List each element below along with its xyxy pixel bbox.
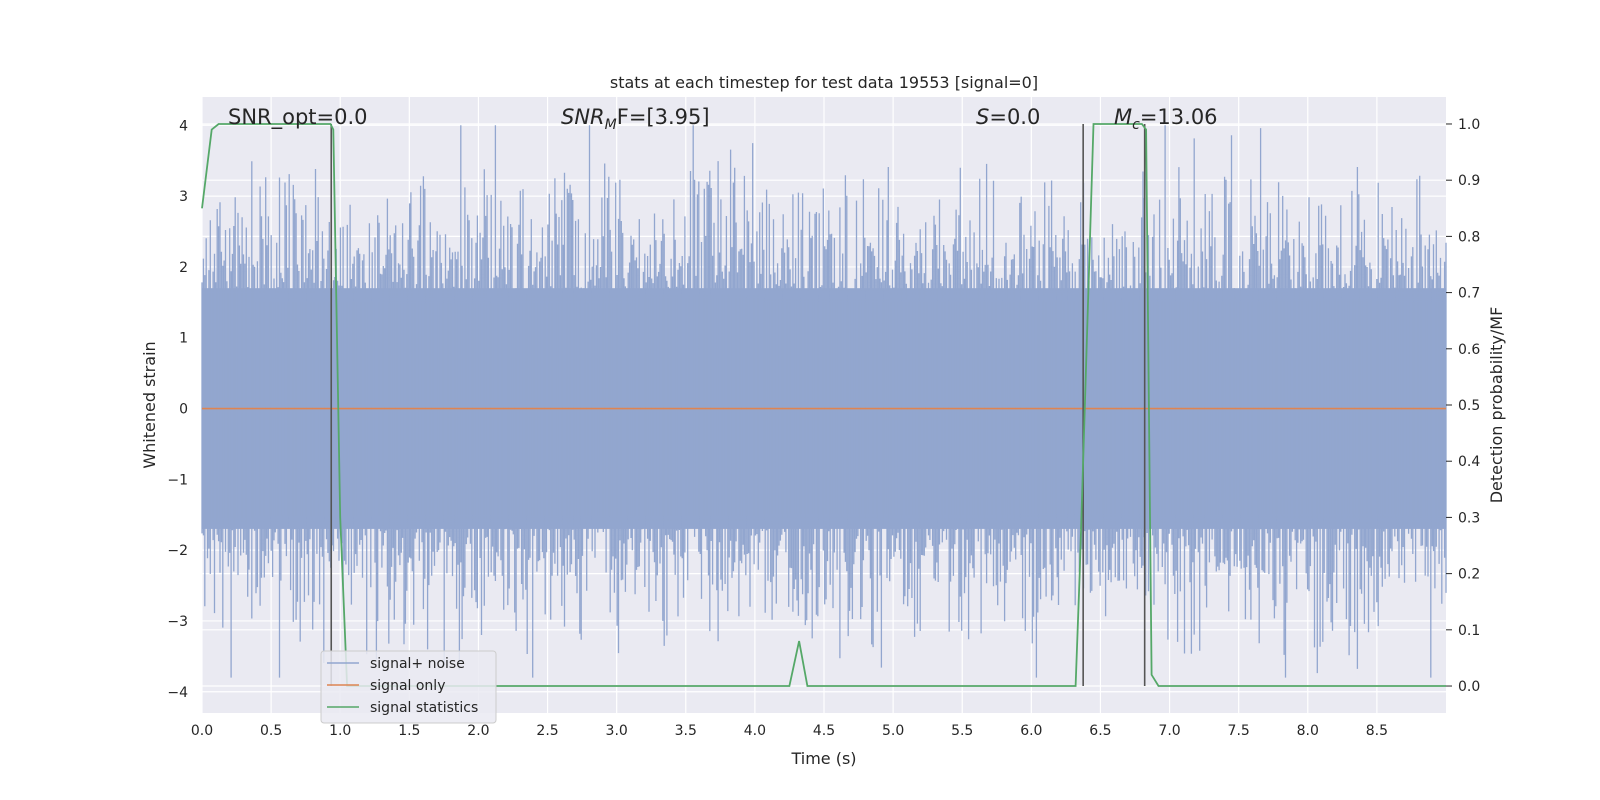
y-right-tick-label: 0.6 [1458, 342, 1480, 358]
annotation-s-rest: =0.0 [989, 105, 1040, 129]
annotation-s: S=0.0 [976, 105, 1040, 129]
x-tick-label: 1.0 [329, 723, 351, 739]
x-tick-label: 3.5 [675, 723, 697, 739]
y-right-tick-label: 0.8 [1458, 229, 1480, 245]
y-right-tick-label: 0.9 [1458, 173, 1480, 189]
y-tick-label: −2 [167, 543, 188, 559]
annotation-mc-main: M [1114, 105, 1132, 129]
annotation-mc-rest: =13.06 [1140, 105, 1218, 129]
y-right-tick-label: 0.1 [1458, 623, 1480, 639]
y-tick-label: 0 [179, 402, 188, 418]
annotation-s-main: S [976, 105, 989, 129]
annotation-snr-mf-main: SNR [561, 105, 605, 129]
chart-marks [201, 123, 1446, 687]
x-axis-label: Time (s) [790, 749, 856, 768]
y-tick-label: 1 [179, 331, 188, 347]
legend-label-signal-noise: signal+ noise [370, 656, 465, 672]
x-tick-label: 0.5 [260, 723, 282, 739]
x-tick-label: 0.0 [191, 723, 213, 739]
y-right-tick-label: 0.0 [1458, 679, 1480, 695]
annotation-snr-mf: SNRMF=[3.95] [561, 105, 710, 133]
x-tick-label: 5.5 [951, 723, 973, 739]
x-tick-label: 3.0 [606, 723, 628, 739]
x-tick-label: 4.5 [813, 723, 835, 739]
annotation-mc: Mc=13.06 [1114, 105, 1218, 133]
legend: signal+ noise signal only signal statist… [320, 650, 497, 724]
legend-label-signal-statistics: signal statistics [370, 700, 478, 716]
y-tick-label: 2 [179, 260, 188, 276]
y-right-tick-label: 0.4 [1458, 454, 1480, 470]
y-right-tick-label: 0.7 [1458, 286, 1480, 302]
legend-label-signal-only: signal only [370, 678, 445, 694]
x-tick-label: 7.5 [1228, 723, 1250, 739]
y-tick-label: −4 [167, 685, 188, 701]
x-tick-label: 4.0 [744, 723, 766, 739]
legend-box [320, 650, 497, 724]
x-tick-label: 7.0 [1158, 723, 1180, 739]
series-signal-statistics [201, 123, 1446, 687]
annotation-snr-opt: SNR_opt=0.0 [228, 105, 368, 130]
x-tick-label: 6.5 [1089, 723, 1111, 739]
y-axis-label: Whitened strain [140, 341, 159, 468]
chart-title: stats at each timestep for test data 195… [610, 73, 1038, 92]
y-tick-label: 4 [179, 118, 188, 134]
y-right-tick-label: 0.5 [1458, 398, 1480, 414]
y-tick-label: 3 [179, 189, 188, 205]
y-tick-label: −3 [167, 614, 188, 630]
annotation-mc-sub: c [1132, 117, 1140, 133]
annotation-snr-mf-rest: F=[3.95] [617, 105, 710, 129]
x-tick-label: 1.5 [398, 723, 420, 739]
annotation-snr-mf-sub: M [605, 117, 617, 133]
x-tick-label: 5.0 [882, 723, 904, 739]
x-tick-label: 8.5 [1366, 723, 1388, 739]
x-tick-label: 2.5 [536, 723, 558, 739]
tick-labels: 0.0 0.5 1.0 1.5 2.0 2.5 3.0 3.5 4.0 4.5 5.0 5.5 6.0 6… [167, 117, 1480, 739]
y-right-tick-label: 1.0 [1458, 117, 1480, 133]
x-tick-label: 6.0 [1020, 723, 1042, 739]
x-tick-label: 8.0 [1297, 723, 1319, 739]
y-right-tick-label: 0.2 [1458, 567, 1480, 583]
y-right-axis-label: Detection probability/MF [1487, 307, 1506, 504]
x-tick-label: 2.0 [467, 723, 489, 739]
y-tick-label: −1 [167, 472, 188, 488]
y-right-tick-label: 0.3 [1458, 510, 1480, 526]
